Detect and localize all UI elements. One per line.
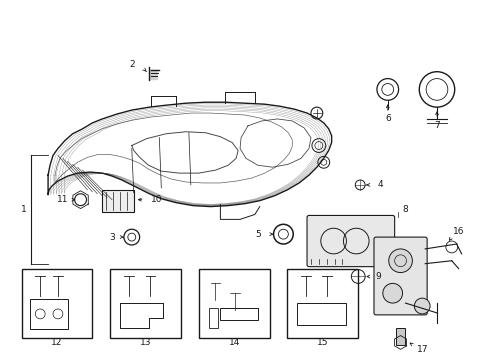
Text: 14: 14: [228, 338, 240, 347]
Text: 13: 13: [140, 338, 151, 347]
Text: 6: 6: [385, 114, 391, 123]
Text: 10: 10: [150, 195, 162, 204]
Text: 7: 7: [434, 121, 440, 130]
Text: 17: 17: [416, 345, 428, 354]
Text: 3: 3: [109, 233, 115, 242]
Text: 8: 8: [403, 205, 408, 214]
Text: 15: 15: [317, 338, 328, 347]
Circle shape: [389, 249, 413, 273]
Bar: [209, 308, 219, 328]
FancyBboxPatch shape: [374, 237, 427, 315]
Text: 12: 12: [51, 338, 63, 347]
Bar: [22, 269, 93, 338]
Text: 1: 1: [21, 205, 26, 214]
Bar: [110, 269, 181, 338]
Text: 16: 16: [453, 227, 465, 236]
Text: 5: 5: [255, 230, 261, 239]
Bar: [287, 269, 358, 338]
Bar: [395, 328, 406, 345]
Bar: [199, 269, 270, 338]
Bar: [297, 303, 346, 325]
Bar: [102, 190, 134, 212]
Text: 4: 4: [377, 180, 383, 189]
Circle shape: [383, 283, 402, 303]
Circle shape: [415, 298, 430, 314]
Bar: [220, 308, 258, 320]
FancyBboxPatch shape: [307, 215, 394, 267]
Text: 2: 2: [129, 60, 135, 69]
Text: 11: 11: [57, 195, 69, 204]
Text: 9: 9: [375, 272, 381, 281]
Bar: [30, 299, 68, 329]
